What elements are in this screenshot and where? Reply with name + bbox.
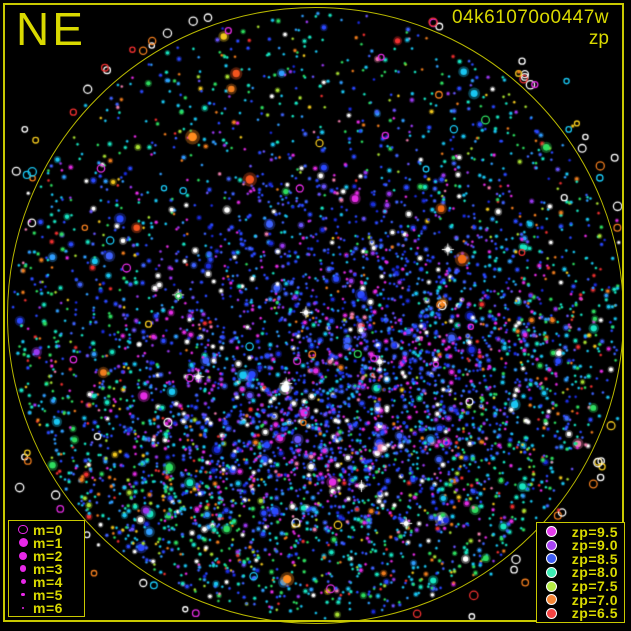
legend-magnitude: m=0 m=1 m=2 m=3 m=4 m=5 m=6 bbox=[8, 520, 85, 617]
legend-label: m=1 bbox=[33, 534, 63, 551]
magnitude-marker-cell bbox=[13, 524, 33, 535]
magnitude-dot-marker bbox=[22, 606, 24, 609]
legend-magnitude-row: m=1 bbox=[13, 534, 80, 551]
magnitude-dot-marker bbox=[19, 551, 27, 560]
legend-label: zp=6.5 bbox=[571, 605, 618, 622]
zp-marker-cell bbox=[541, 553, 561, 565]
zp-marker-cell bbox=[541, 580, 561, 592]
legend-zp-row: zp=9.0 bbox=[541, 537, 620, 554]
zp-marker-cell bbox=[541, 607, 561, 619]
zp-color-marker bbox=[545, 526, 557, 538]
legend-magnitude-row: m=5 bbox=[13, 586, 80, 603]
legend-label: m=4 bbox=[33, 573, 63, 590]
legend-zeropoint: zp=9.5 zp=9.0 zp=8.5 zp=8.0 zp=7.5 zp=7.… bbox=[536, 522, 625, 623]
legend-zp-row: zp=9.5 bbox=[541, 523, 620, 540]
legend-label: zp=8.5 bbox=[571, 550, 618, 567]
magnitude-dot-marker bbox=[19, 565, 27, 572]
legend-label: zp=7.0 bbox=[571, 591, 618, 608]
legend-label: zp=8.0 bbox=[571, 564, 618, 581]
zp-color-marker bbox=[545, 594, 557, 606]
zp-color-marker bbox=[545, 539, 557, 551]
magnitude-marker-cell bbox=[13, 538, 33, 547]
legend-magnitude-row: m=0 bbox=[13, 521, 80, 538]
legend-magnitude-row: m=4 bbox=[13, 573, 80, 590]
magnitude-marker-cell bbox=[13, 606, 33, 609]
zp-marker-cell bbox=[541, 594, 561, 606]
magnitude-dot-marker bbox=[20, 579, 26, 584]
zp-marker-cell bbox=[541, 539, 561, 551]
direction-label: NE bbox=[16, 3, 86, 55]
color-mode-label: zp bbox=[588, 28, 609, 49]
legend-label: m=6 bbox=[33, 599, 63, 616]
legend-label: zp=7.5 bbox=[571, 578, 618, 595]
legend-label: m=2 bbox=[33, 547, 63, 564]
magnitude-marker-cell bbox=[13, 579, 33, 584]
legend-zp-row: zp=6.5 bbox=[541, 605, 620, 622]
magnitude-marker-cell bbox=[13, 551, 33, 560]
magnitude-dot-marker bbox=[21, 592, 25, 597]
legend-label: m=3 bbox=[33, 560, 63, 577]
legend-magnitude-row: m=6 bbox=[13, 599, 80, 616]
magnitude-dot-marker bbox=[18, 538, 28, 547]
legend-zp-row: zp=7.5 bbox=[541, 578, 620, 595]
magnitude-ring-marker bbox=[18, 524, 28, 535]
plot-title: 04k61070o0447w bbox=[451, 7, 609, 28]
zp-color-marker bbox=[545, 566, 557, 578]
zp-color-marker bbox=[545, 553, 557, 565]
legend-zp-row: zp=8.5 bbox=[541, 550, 620, 567]
zp-color-marker bbox=[545, 607, 557, 619]
legend-zp-row: zp=7.0 bbox=[541, 591, 620, 608]
legend-label: zp=9.0 bbox=[571, 537, 618, 554]
zp-marker-cell bbox=[541, 526, 561, 538]
legend-label: m=0 bbox=[33, 521, 63, 538]
magnitude-marker-cell bbox=[13, 565, 33, 572]
zp-color-marker bbox=[545, 580, 557, 592]
legend-magnitude-row: m=2 bbox=[13, 547, 80, 564]
magnitude-marker-cell bbox=[13, 592, 33, 597]
legend-magnitude-row: m=3 bbox=[13, 560, 80, 577]
legend-label: zp=9.5 bbox=[571, 523, 618, 540]
legend-zp-row: zp=8.0 bbox=[541, 564, 620, 581]
plot-border bbox=[3, 3, 624, 622]
zp-marker-cell bbox=[541, 566, 561, 578]
legend-label: m=5 bbox=[33, 586, 63, 603]
